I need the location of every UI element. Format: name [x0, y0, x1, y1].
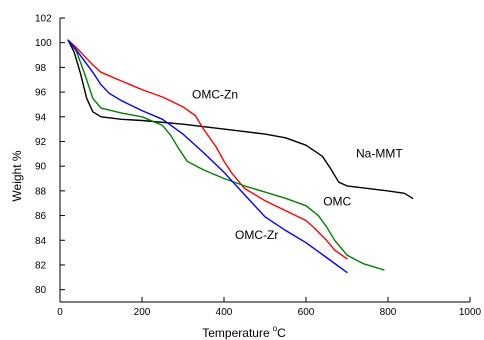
- y-tick-label: 98: [35, 63, 47, 74]
- x-tick-label: 600: [298, 307, 315, 318]
- series-label-omc: OMC: [323, 195, 351, 209]
- x-tick-label: 0: [57, 307, 63, 318]
- series-line-na-mmt: [68, 40, 412, 198]
- x-tick-label: 1000: [459, 307, 482, 318]
- axes: [60, 18, 470, 302]
- x-axis-unit: C: [277, 326, 286, 340]
- x-axis-title: Temperature oC: [202, 324, 286, 340]
- ticks: 0 200 400 600 800 1000 80 82 84 86 88 90 92 94 96 98 100…: [35, 14, 482, 319]
- y-tick-label: 92: [35, 137, 47, 148]
- y-tick-label: 82: [35, 260, 47, 271]
- y-tick-label: 84: [35, 236, 47, 247]
- series-line-omc-zn: [68, 40, 347, 259]
- series-label-omc-zn: OMC-Zn: [192, 87, 238, 101]
- x-tick-label: 400: [216, 307, 233, 318]
- series-label-na-mmt: Na-MMT: [356, 147, 403, 161]
- y-tick-label: 96: [35, 88, 47, 99]
- x-axis-title-text: Temperature: [202, 326, 270, 340]
- y-tick-label: 86: [35, 211, 47, 222]
- series-label-omc-zr: OMC-Zr: [235, 228, 278, 242]
- series-line-omc-zr: [68, 40, 347, 272]
- x-tick-label: 800: [380, 307, 397, 318]
- y-tick-label: 90: [35, 162, 47, 173]
- y-tick-label: 88: [35, 186, 47, 197]
- y-tick-label: 94: [35, 112, 47, 123]
- y-tick-label: 102: [35, 14, 52, 25]
- y-tick-label: 100: [35, 38, 52, 49]
- y-axis-title: Weight %: [10, 150, 24, 201]
- series-line-omc: [68, 40, 384, 270]
- x-tick-label: 200: [134, 307, 151, 318]
- series-labels: Na-MMT OMC-Zn OMC OMC-Zr: [192, 87, 403, 242]
- y-tick-label: 80: [35, 285, 47, 296]
